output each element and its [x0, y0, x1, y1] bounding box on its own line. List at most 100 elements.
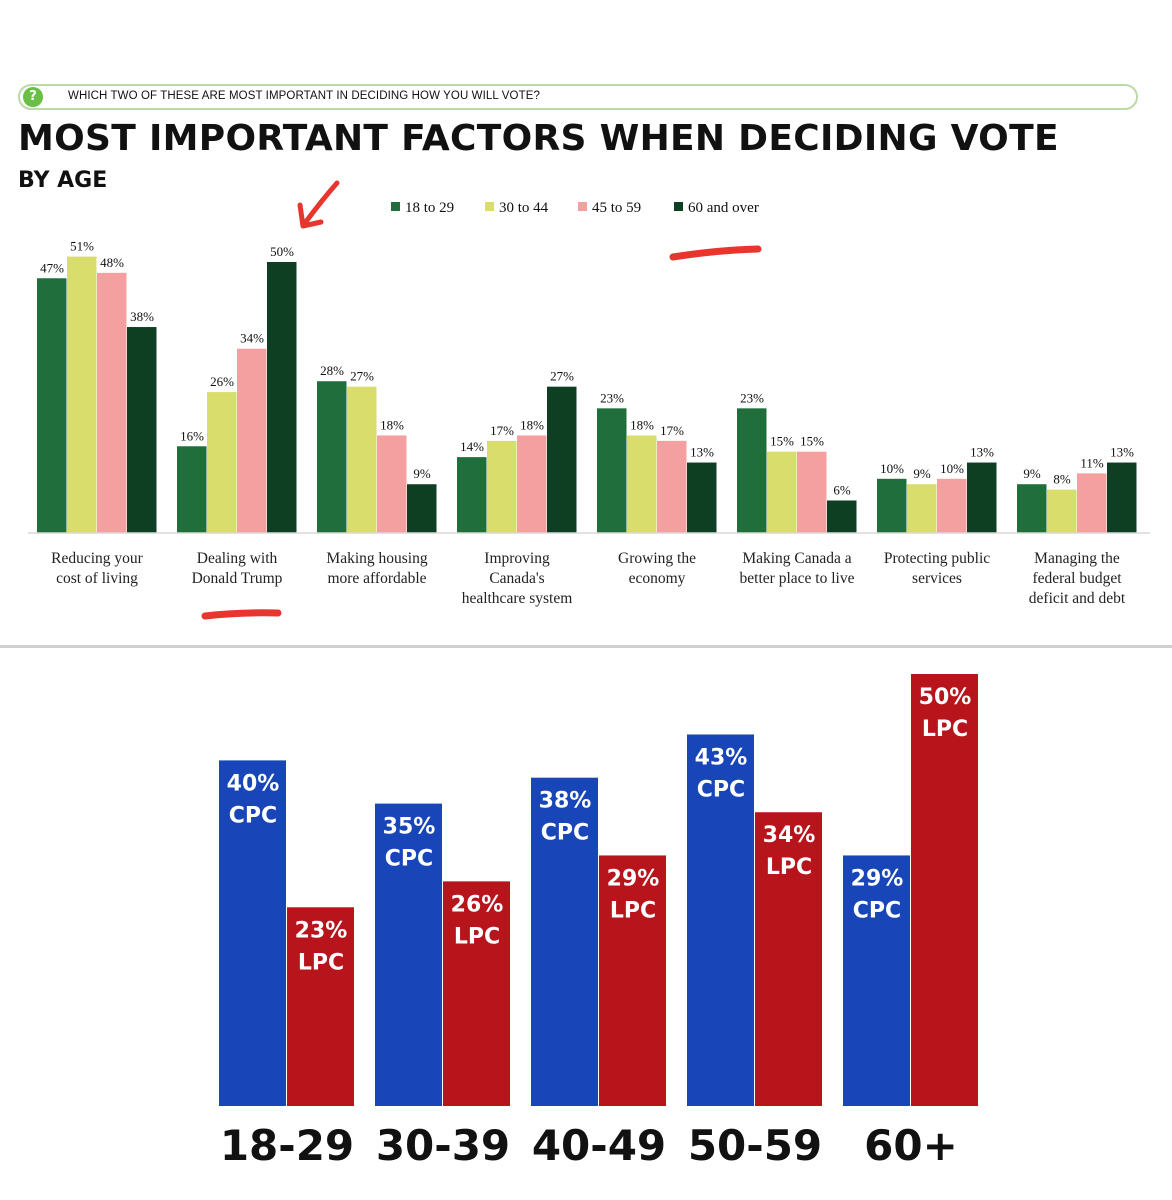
top-value-label-7-3: 13% — [1110, 445, 1134, 460]
top-value-label-7-1: 8% — [1053, 472, 1071, 487]
bottom-value-label-0-0: 40% — [227, 771, 280, 796]
underline-annotation-legend — [669, 245, 762, 261]
bottom-party-label-0-1: LPC — [298, 950, 344, 975]
top-bar-2-1 — [347, 386, 377, 533]
top-bar-5-1 — [767, 451, 797, 533]
panel-divider — [0, 645, 1172, 648]
top-value-label-5-1: 15% — [770, 434, 794, 449]
bottom-chart-bars: 40% CPC 23% LPC 35% CPC 26% LPC 38% CPC 29% LPC 43% C… — [219, 674, 978, 1106]
top-chart-panel — [0, 0, 1172, 645]
top-bar-3-3 — [547, 386, 577, 533]
bottom-party-label-3-0: CPC — [697, 777, 745, 802]
top-bar-2-0 — [317, 381, 347, 533]
top-bar-4-2 — [657, 440, 687, 533]
top-category-label-3-2: healthcare system — [462, 590, 573, 607]
top-value-label-7-2: 11% — [1080, 455, 1104, 470]
bottom-bar-4-0 — [843, 855, 910, 1106]
top-value-label-2-2: 18% — [380, 417, 404, 432]
legend-label-3: 60 and over — [688, 200, 759, 216]
top-category-label-0-0: Reducing your — [51, 550, 144, 567]
bottom-bar-2-0 — [531, 777, 598, 1106]
top-bar-5-2 — [797, 451, 827, 533]
top-bar-5-3 — [827, 500, 857, 533]
top-category-label-6-0: Protecting public — [884, 550, 990, 567]
top-category-label-2-1: more affordable — [327, 570, 426, 587]
top-bar-2-2 — [377, 435, 407, 533]
top-value-label-3-0: 14% — [460, 439, 484, 454]
bottom-category-label-2: 40-49 — [532, 1121, 666, 1170]
bottom-category-label-3: 50-59 — [688, 1121, 822, 1170]
legend-label-1: 30 to 44 — [499, 200, 549, 216]
top-bar-3-2 — [517, 435, 547, 533]
bottom-bar-1-1 — [443, 881, 510, 1106]
top-bar-7-1 — [1047, 489, 1077, 533]
top-value-label-3-2: 18% — [520, 417, 544, 432]
top-value-label-1-1: 26% — [210, 374, 234, 389]
top-value-label-4-3: 13% — [690, 445, 714, 460]
top-value-label-2-0: 28% — [320, 363, 344, 378]
top-category-label-7-0: Managing the — [1034, 550, 1120, 567]
top-bar-7-2 — [1077, 473, 1107, 533]
bottom-value-label-4-0: 29% — [851, 866, 904, 891]
top-category-label-3-0: Improving — [484, 550, 550, 567]
top-value-label-4-2: 17% — [660, 423, 684, 438]
top-bar-1-3 — [267, 262, 297, 533]
bottom-party-label-2-1: LPC — [610, 898, 656, 923]
top-bar-2-3 — [407, 484, 437, 533]
top-value-label-2-3: 9% — [413, 466, 431, 481]
top-value-label-1-2: 34% — [240, 331, 264, 346]
bottom-category-label-1: 30-39 — [376, 1121, 510, 1170]
top-value-label-2-1: 27% — [350, 369, 374, 384]
top-bar-0-2 — [97, 272, 127, 533]
top-value-label-1-3: 50% — [270, 244, 294, 259]
bottom-value-label-4-1: 50% — [919, 685, 972, 710]
top-category-label-7-2: deficit and debt — [1029, 590, 1126, 607]
bottom-value-label-1-1: 26% — [451, 892, 504, 917]
bottom-bar-3-0 — [687, 734, 754, 1106]
top-value-label-7-0: 9% — [1023, 466, 1041, 481]
bottom-party-label-1-1: LPC — [454, 924, 500, 949]
top-category-label-5-0: Making Canada a — [742, 550, 851, 567]
top-bar-0-0 — [37, 278, 67, 533]
top-value-label-4-1: 18% — [630, 417, 654, 432]
underline-annotation-trump — [201, 609, 282, 620]
bottom-bar-0-1 — [287, 907, 354, 1106]
top-category-label-0-1: cost of living — [56, 570, 138, 587]
top-bar-3-1 — [487, 440, 517, 533]
top-chart-category-labels: Reducing your cost of living Dealing with D… — [51, 550, 1126, 607]
top-value-label-0-1: 51% — [70, 239, 94, 254]
top-bar-4-1 — [627, 435, 657, 533]
question-text: WHICH TWO OF THESE ARE MOST IMPORTANT IN… — [68, 90, 540, 102]
top-bar-1-1 — [207, 392, 237, 533]
bottom-party-label-2-0: CPC — [541, 821, 589, 846]
bottom-bar-0-0 — [219, 760, 286, 1106]
bottom-bar-1-0 — [375, 803, 442, 1106]
top-bar-1-2 — [237, 348, 267, 533]
top-category-label-5-1: better place to live — [740, 570, 855, 587]
top-bar-0-1 — [67, 256, 97, 533]
top-value-label-6-3: 13% — [970, 445, 994, 460]
bottom-party-label-0-0: CPC — [229, 803, 277, 828]
bottom-bar-2-1 — [599, 855, 666, 1106]
chart-title: MOST IMPORTANT FACTORS WHEN DECIDING VOT… — [18, 118, 1059, 159]
legend-swatch-0 — [391, 202, 400, 211]
legend-swatch-2 — [578, 202, 587, 211]
top-value-label-3-3: 27% — [550, 369, 574, 384]
top-value-label-3-1: 17% — [490, 423, 514, 438]
question-banner: ? WHICH TWO OF THESE ARE MOST IMPORTANT … — [18, 84, 1138, 110]
top-bar-7-3 — [1107, 462, 1137, 533]
top-bar-6-0 — [877, 478, 907, 533]
top-chart-bars: 47% 51% 48% 38% 16% 26% 34% 50% 28% 27% 18% 9% 14% 17… — [37, 239, 1137, 533]
legend-label-0: 18 to 29 — [405, 200, 454, 216]
top-bar-6-1 — [907, 484, 937, 533]
top-category-label-3-1: Canada's — [489, 570, 544, 587]
bottom-chart-category-labels: 18-29 30-39 40-49 50-59 60+ — [220, 1121, 958, 1170]
top-value-label-0-3: 38% — [130, 309, 154, 324]
bottom-bar-4-1 — [911, 674, 978, 1106]
legend-label-2: 45 to 59 — [592, 200, 641, 216]
top-bar-6-2 — [937, 478, 967, 533]
bottom-party-label-4-1: LPC — [922, 717, 968, 742]
top-value-label-6-1: 9% — [913, 466, 931, 481]
top-bar-3-0 — [457, 457, 487, 533]
bottom-value-label-3-0: 43% — [695, 745, 748, 770]
